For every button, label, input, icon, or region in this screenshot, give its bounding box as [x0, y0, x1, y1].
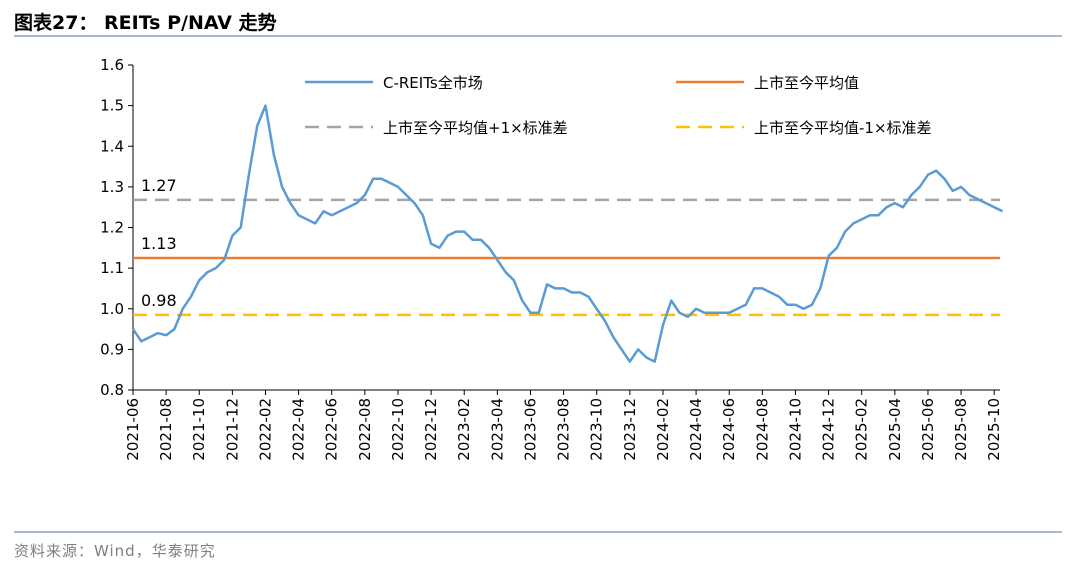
y-tick-label: 1.3: [100, 178, 124, 196]
y-tick-label: 0.8: [100, 381, 124, 399]
x-tick-label: 2022-02: [256, 398, 274, 461]
reference-lines: 1.13 1.27 0.98: [133, 176, 1000, 317]
y-axis-ticks: 0.8 0.9 1.0 1.1 1.2 1.3 1.4 1.5 1.6: [100, 56, 133, 399]
figure-title: 图表27： REITs P/NAV 走势: [14, 12, 277, 34]
x-tick-label: 2024-10: [786, 398, 804, 461]
x-tick-label: 2024-12: [820, 398, 838, 461]
legend-label: 上市至今平均值-1×标准差: [754, 119, 932, 137]
y-tick-label: 1.6: [100, 56, 124, 74]
x-tick-label: 2025-02: [853, 398, 871, 461]
source-note: 资料来源：Wind，华泰研究: [14, 542, 216, 560]
y-tick-label: 1.0: [100, 300, 124, 318]
legend-label: C-REITs全市场: [383, 74, 483, 92]
y-tick-label: 1.5: [100, 97, 124, 115]
x-tick-label: 2023-10: [588, 398, 606, 461]
x-tick-label: 2025-10: [985, 398, 1003, 461]
reference-line-label: 1.27: [141, 176, 177, 195]
legend-label: 上市至今平均值+1×标准差: [383, 119, 568, 137]
x-tick-label: 2022-10: [389, 398, 407, 461]
x-tick-label: 2023-06: [521, 398, 539, 461]
x-tick-label: 2025-04: [886, 398, 904, 461]
top-divider: [14, 35, 1062, 37]
x-tick-label: 2021-10: [190, 398, 208, 461]
x-tick-label: 2023-08: [555, 398, 573, 461]
legend-label: 上市至今平均值: [754, 74, 859, 92]
x-tick-label: 2025-08: [952, 398, 970, 461]
y-tick-label: 1.2: [100, 219, 124, 237]
line-chart: 0.80.91.01.11.21.31.41.51.6 2021-06 2021-…: [100, 56, 1004, 461]
x-axis-ticks: 2021-06 2021-08 2021-10 2021-12 2022-02 2022-…: [124, 390, 1003, 461]
x-tick-label: 2023-02: [455, 398, 473, 461]
y-tick-label: 0.9: [100, 340, 124, 358]
bottom-divider: [14, 531, 1062, 533]
x-tick-label: 2025-06: [919, 398, 937, 461]
x-tick-label: 2023-04: [488, 398, 506, 461]
x-tick-label: 2021-06: [124, 398, 142, 461]
y-tick-label: 1.4: [100, 137, 124, 155]
x-tick-label: 2021-08: [157, 398, 175, 461]
x-tick-label: 2024-06: [720, 398, 738, 461]
x-tick-label: 2022-12: [422, 398, 440, 461]
reference-line-label: 1.13: [141, 234, 177, 253]
series-lines: [131, 104, 1004, 363]
x-tick-label: 2022-04: [290, 398, 308, 461]
x-tick-label: 2023-12: [621, 398, 639, 461]
x-tick-label: 2024-04: [687, 398, 705, 461]
x-tick-label: 2021-12: [223, 398, 241, 461]
x-tick-label: 2024-02: [654, 398, 672, 461]
reference-line-label: 0.98: [141, 291, 177, 310]
series-line: [131, 104, 1004, 363]
x-tick-label: 2022-06: [323, 398, 341, 461]
x-tick-label: 2022-08: [356, 398, 374, 461]
x-tick-label: 2024-08: [753, 398, 771, 461]
y-tick-label: 1.1: [100, 259, 124, 277]
